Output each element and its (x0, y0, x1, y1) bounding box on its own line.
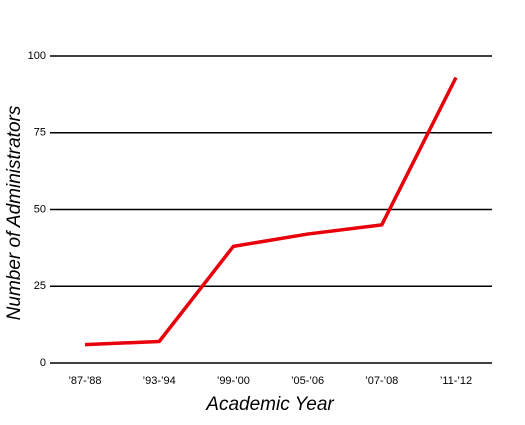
x-tick-label: ’87-’88 (68, 375, 101, 387)
x-axis-title: Academic Year (205, 394, 334, 415)
y-tick-label: 75 (34, 127, 46, 139)
y-tick-label: 100 (28, 50, 46, 62)
y-tick-label: 0 (40, 357, 46, 369)
y-axis-title: Number of Administrators (4, 105, 25, 320)
x-tick-label: ’07-’08 (365, 375, 398, 387)
data-line (84, 76, 458, 347)
y-tick-label: 50 (34, 203, 46, 215)
x-tick-label: ’11-’12 (440, 375, 472, 387)
y-tick-label: 25 (34, 280, 46, 292)
x-tick-label: ’05-’06 (291, 375, 324, 387)
x-tick-label: ’93-’94 (143, 375, 176, 387)
x-tick-label: ’99-’00 (217, 375, 250, 387)
